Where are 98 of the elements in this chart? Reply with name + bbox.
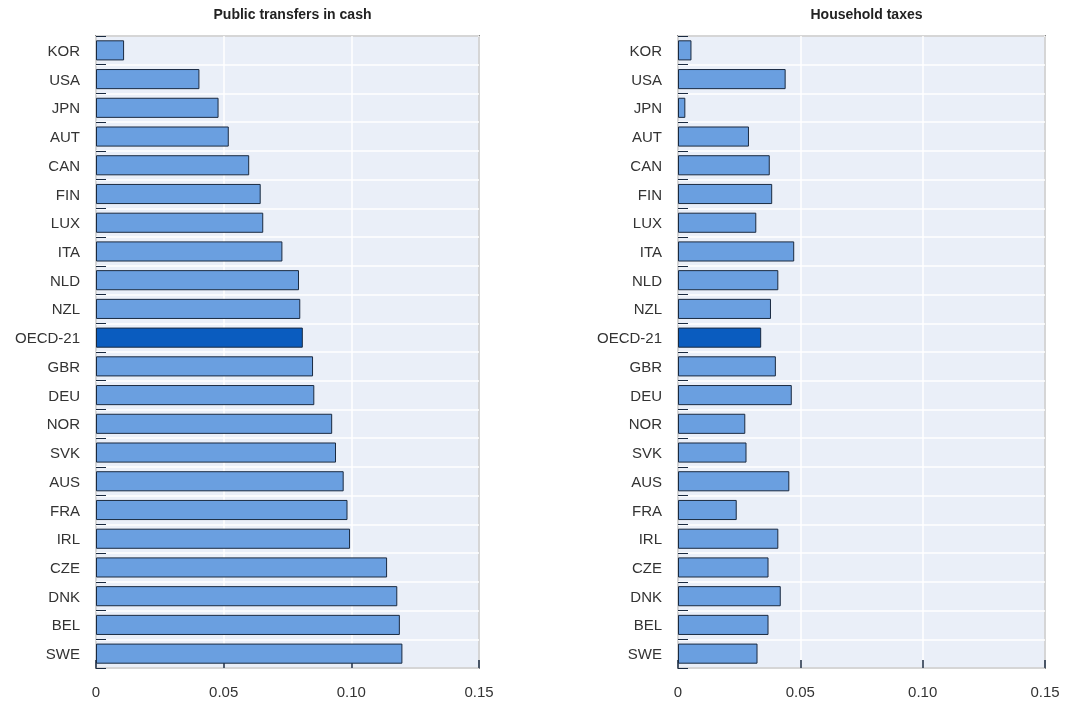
bar (678, 327, 762, 348)
y-tick-label: CAN (630, 156, 662, 174)
bar (96, 126, 229, 147)
bar (96, 643, 403, 664)
bar (678, 471, 790, 492)
bar (678, 499, 737, 521)
y-tick-label: SVK (631, 444, 662, 462)
bar (96, 212, 264, 233)
bar (96, 270, 299, 291)
bar (96, 614, 400, 635)
bar (678, 270, 779, 291)
bar (96, 356, 314, 377)
y-tick-label: SWE (45, 645, 80, 663)
x-tick-label: 0 (91, 683, 101, 700)
chart-title: Household taxes (810, 6, 923, 22)
y-tick-label: IRL (56, 530, 80, 548)
bar (96, 241, 283, 262)
y-tick-label: NLD (631, 271, 663, 289)
bar (96, 471, 344, 492)
bar (96, 442, 337, 463)
bar (678, 528, 779, 549)
bar (96, 413, 333, 434)
bar (96, 528, 351, 549)
bar (96, 385, 315, 406)
y-tick-label: GBR (629, 357, 663, 375)
y-tick-label: ITA (639, 242, 662, 260)
x-tick-label: 0 (673, 683, 683, 700)
bar (96, 183, 261, 205)
y-tick-label: AUT (50, 128, 80, 146)
y-tick-label: JPN (633, 99, 662, 117)
y-tick-label: CZE (50, 558, 80, 576)
y-tick-label: BEL (51, 616, 80, 634)
chart-title: Public transfers in cash (213, 6, 372, 22)
y-tick-label: NZL (51, 300, 80, 318)
x-tick-label: 0.05 (785, 683, 815, 700)
y-tick-label: SVK (49, 444, 80, 462)
bar (678, 69, 786, 90)
x-tick-label: 0.15 (464, 683, 494, 700)
bar (678, 241, 795, 262)
y-tick-label: NOR (46, 415, 81, 433)
y-tick-label: DEU (630, 386, 662, 404)
bar (678, 183, 773, 205)
y-tick-label: FIN (55, 185, 80, 203)
y-tick-label: OECD-21 (596, 329, 662, 347)
x-tick-label: 0.10 (908, 683, 938, 700)
x-tick-label: 0.10 (336, 683, 366, 700)
y-tick-label: KOR (629, 41, 663, 59)
y-tick-label: USA (631, 70, 662, 88)
y-tick-label: FRA (50, 501, 80, 519)
y-tick-label: OECD-21 (14, 329, 80, 347)
y-tick-label: LUX (50, 214, 80, 232)
bar (678, 614, 769, 635)
bar (678, 126, 749, 147)
y-tick-label: SWE (627, 645, 662, 663)
bar (96, 557, 388, 578)
bar (678, 586, 781, 607)
bar (96, 327, 303, 348)
bar (678, 298, 771, 319)
x-tick-label: 0.05 (209, 683, 239, 700)
y-tick-label: CZE (632, 558, 662, 576)
bar (96, 155, 250, 176)
bar (678, 557, 769, 578)
bar (678, 356, 776, 377)
y-tick-label: USA (49, 70, 80, 88)
bar (678, 155, 770, 176)
bar (96, 586, 398, 607)
bar (678, 385, 792, 406)
y-tick-label: DNK (630, 587, 662, 605)
y-tick-label: FRA (632, 501, 662, 519)
bar (678, 413, 746, 434)
y-tick-label: DEU (48, 386, 80, 404)
y-tick-label: BEL (633, 616, 662, 634)
y-tick-label: DNK (48, 587, 80, 605)
y-tick-label: CAN (48, 156, 80, 174)
bar (678, 212, 757, 233)
bar (96, 97, 219, 118)
bar (96, 298, 301, 319)
bar (96, 499, 348, 521)
y-tick-label: KOR (47, 41, 81, 59)
bar (678, 643, 758, 664)
y-tick-label: JPN (51, 99, 80, 117)
y-tick-label: AUS (631, 472, 662, 490)
y-tick-label: NZL (633, 300, 662, 318)
y-tick-label: ITA (57, 242, 80, 260)
y-tick-label: GBR (47, 357, 81, 375)
y-tick-label: FIN (637, 185, 662, 203)
y-tick-label: NOR (628, 415, 663, 433)
bar (96, 69, 200, 90)
y-tick-label: NLD (49, 271, 81, 289)
y-tick-label: LUX (632, 214, 662, 232)
y-tick-label: AUT (632, 128, 662, 146)
y-tick-label: AUS (49, 472, 80, 490)
bar (96, 40, 125, 61)
x-tick-label: 0.15 (1030, 683, 1060, 700)
bar (678, 442, 747, 463)
bar (678, 40, 692, 61)
y-tick-label: IRL (638, 530, 662, 548)
bar (678, 97, 686, 118)
